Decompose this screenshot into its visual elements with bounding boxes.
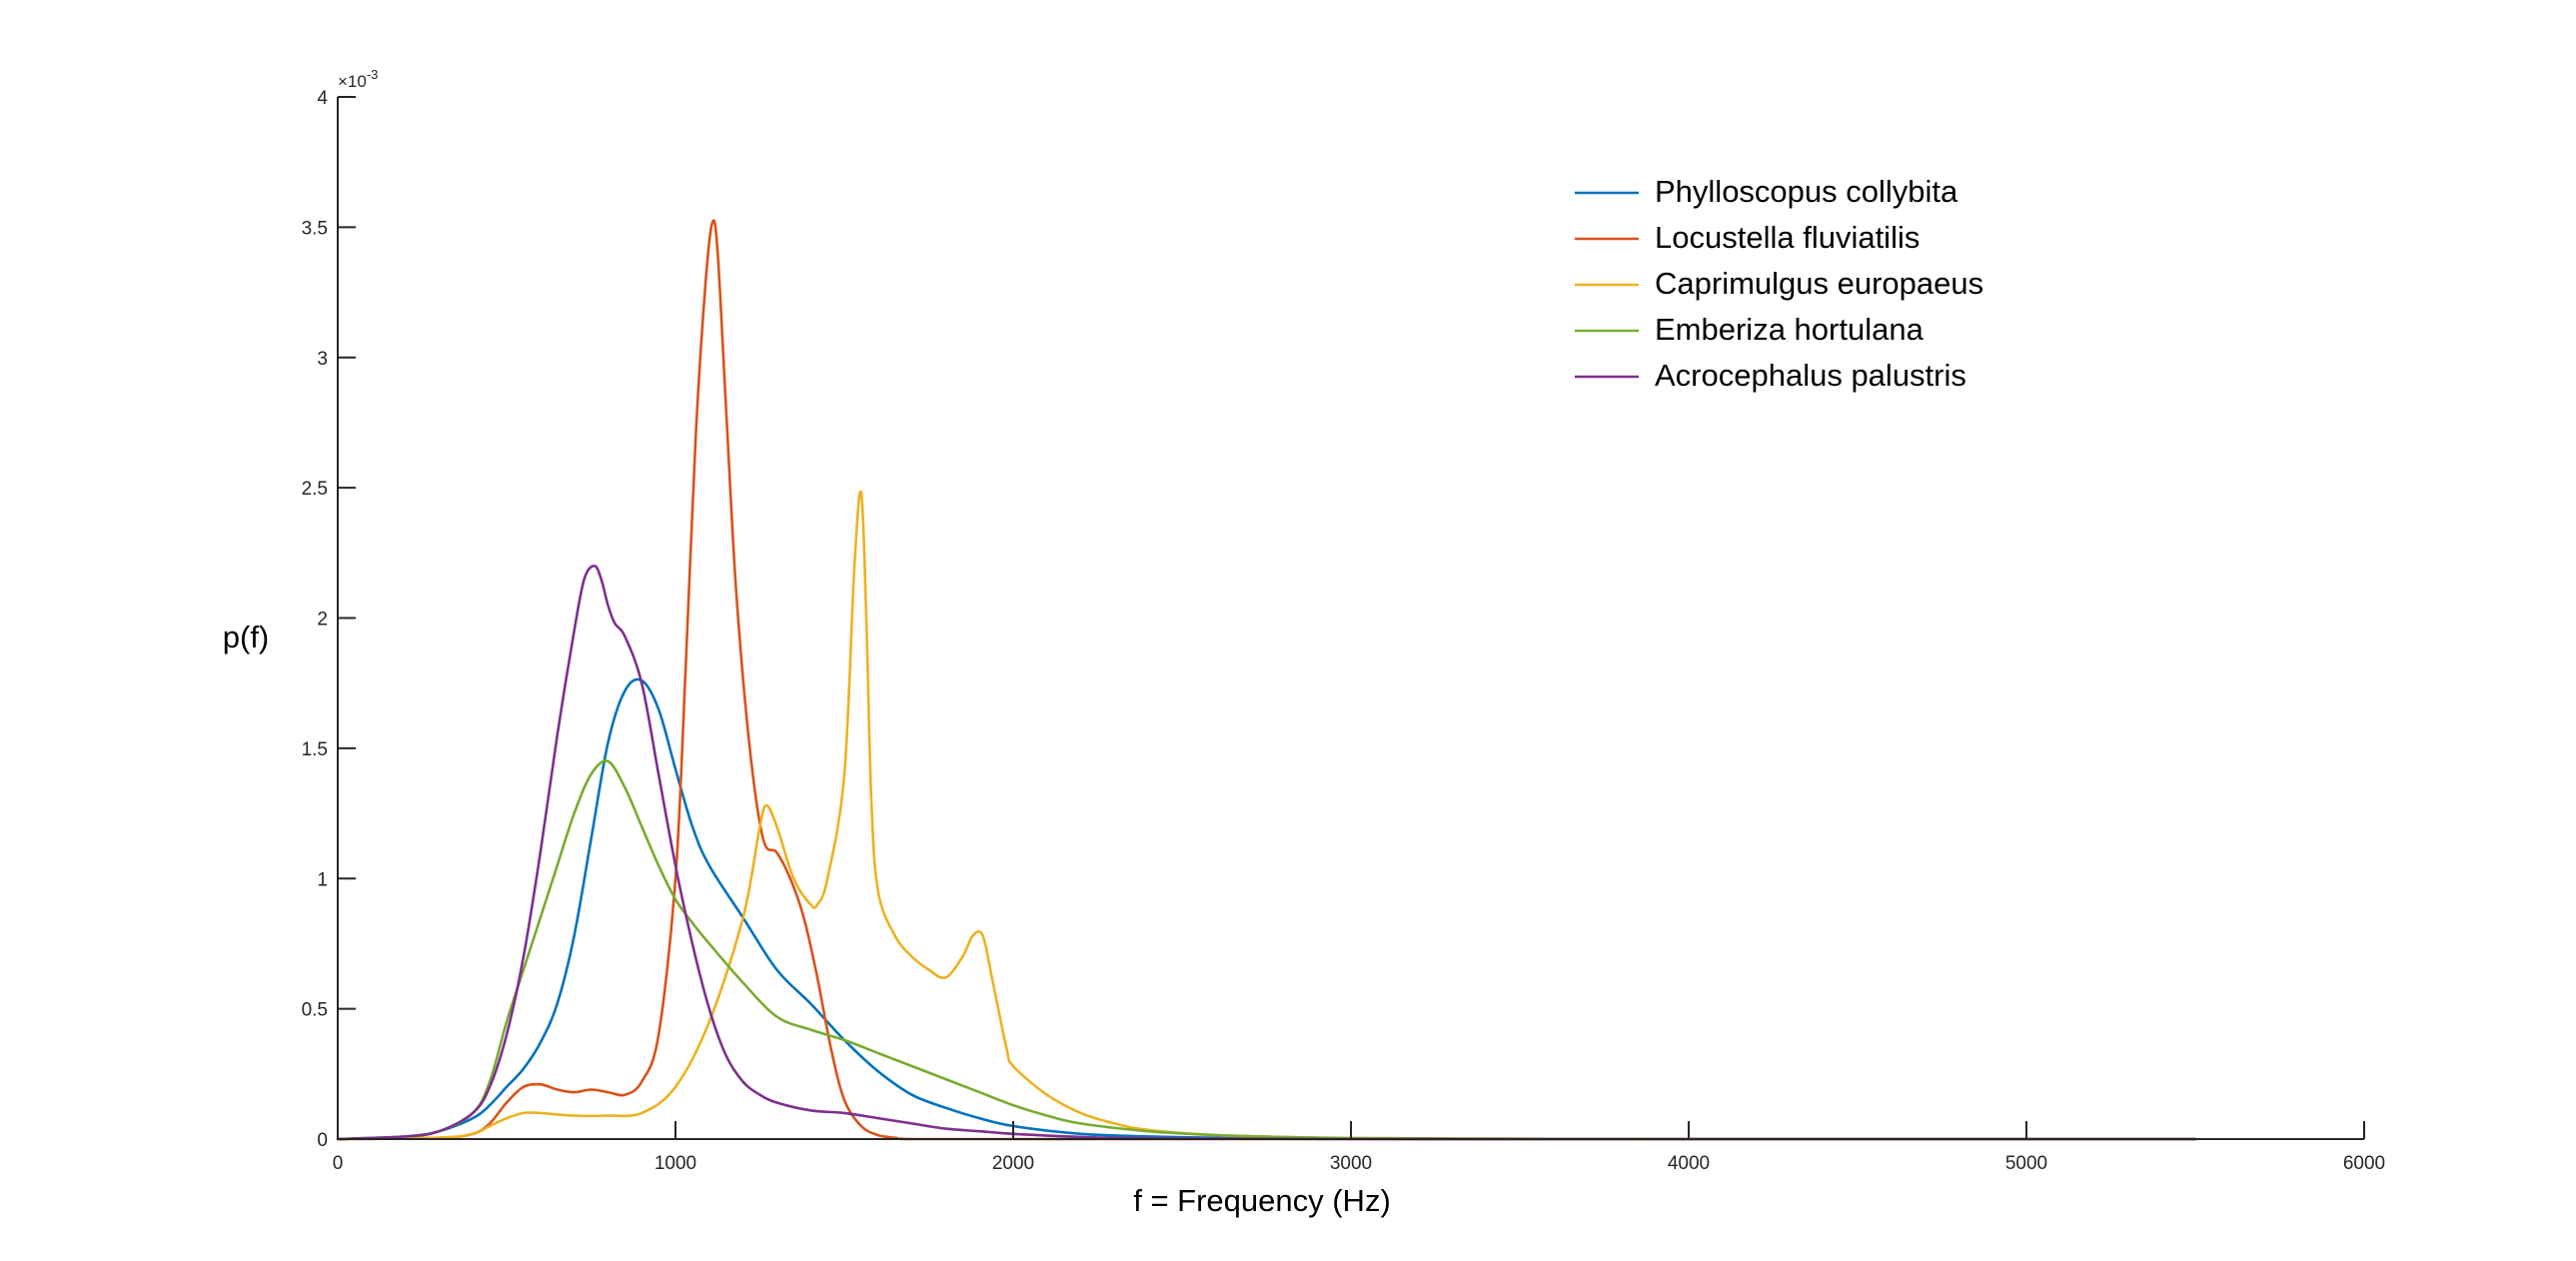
series-line-1 [336, 677, 2197, 1141]
y-tick-label: 3.5 [302, 218, 328, 239]
y-tick-label: 1.5 [302, 739, 328, 760]
x-tick-label: 2000 [992, 1153, 1034, 1174]
y-tick-label: 1 [317, 869, 328, 890]
legend-label: Acrocephalus palustris [1655, 358, 1966, 393]
y-tick-label: 0.5 [302, 1000, 328, 1021]
legend-label: Emberiza hortulana [1655, 312, 1925, 347]
x-tick-label: 0 [333, 1153, 344, 1174]
legend-label: Caprimulgus europaeus [1655, 266, 1983, 301]
series-line-4 [336, 759, 2197, 1141]
y-tick-label: 2.5 [302, 479, 328, 500]
y-axis-exponent: ×10-3 [338, 67, 378, 91]
series-line-3 [336, 490, 2197, 1141]
legend: Phylloscopus collybita Locustella fluviat… [1575, 174, 1983, 393]
y-axis-label: p(f) [223, 620, 270, 654]
x-tick-label: 4000 [1668, 1153, 1710, 1174]
x-tick-label: 6000 [2343, 1153, 2385, 1174]
y-tick-label: 2 [317, 610, 328, 630]
series-line-2 [336, 219, 2197, 1141]
legend-label: Phylloscopus collybita [1655, 174, 1958, 209]
y-tick-label: 4 [317, 88, 328, 109]
x-axis-label: f = Frequency (Hz) [1133, 1183, 1391, 1218]
x-tick-label: 5000 [2005, 1153, 2047, 1174]
axes-layer: 0 0.5 1 1.5 2 2.5 3 3.5 4 0 1000 2000 3000 4000 5000 60… [302, 88, 2386, 1174]
series-line-5 [336, 565, 2197, 1141]
x-tick-label: 3000 [1330, 1153, 1372, 1174]
y-tick-label: 3 [317, 349, 328, 370]
legend-label: Locustella fluviatilis [1655, 220, 1920, 255]
x-tick-label: 1000 [654, 1153, 696, 1174]
y-tick-label: 0 [317, 1130, 328, 1151]
